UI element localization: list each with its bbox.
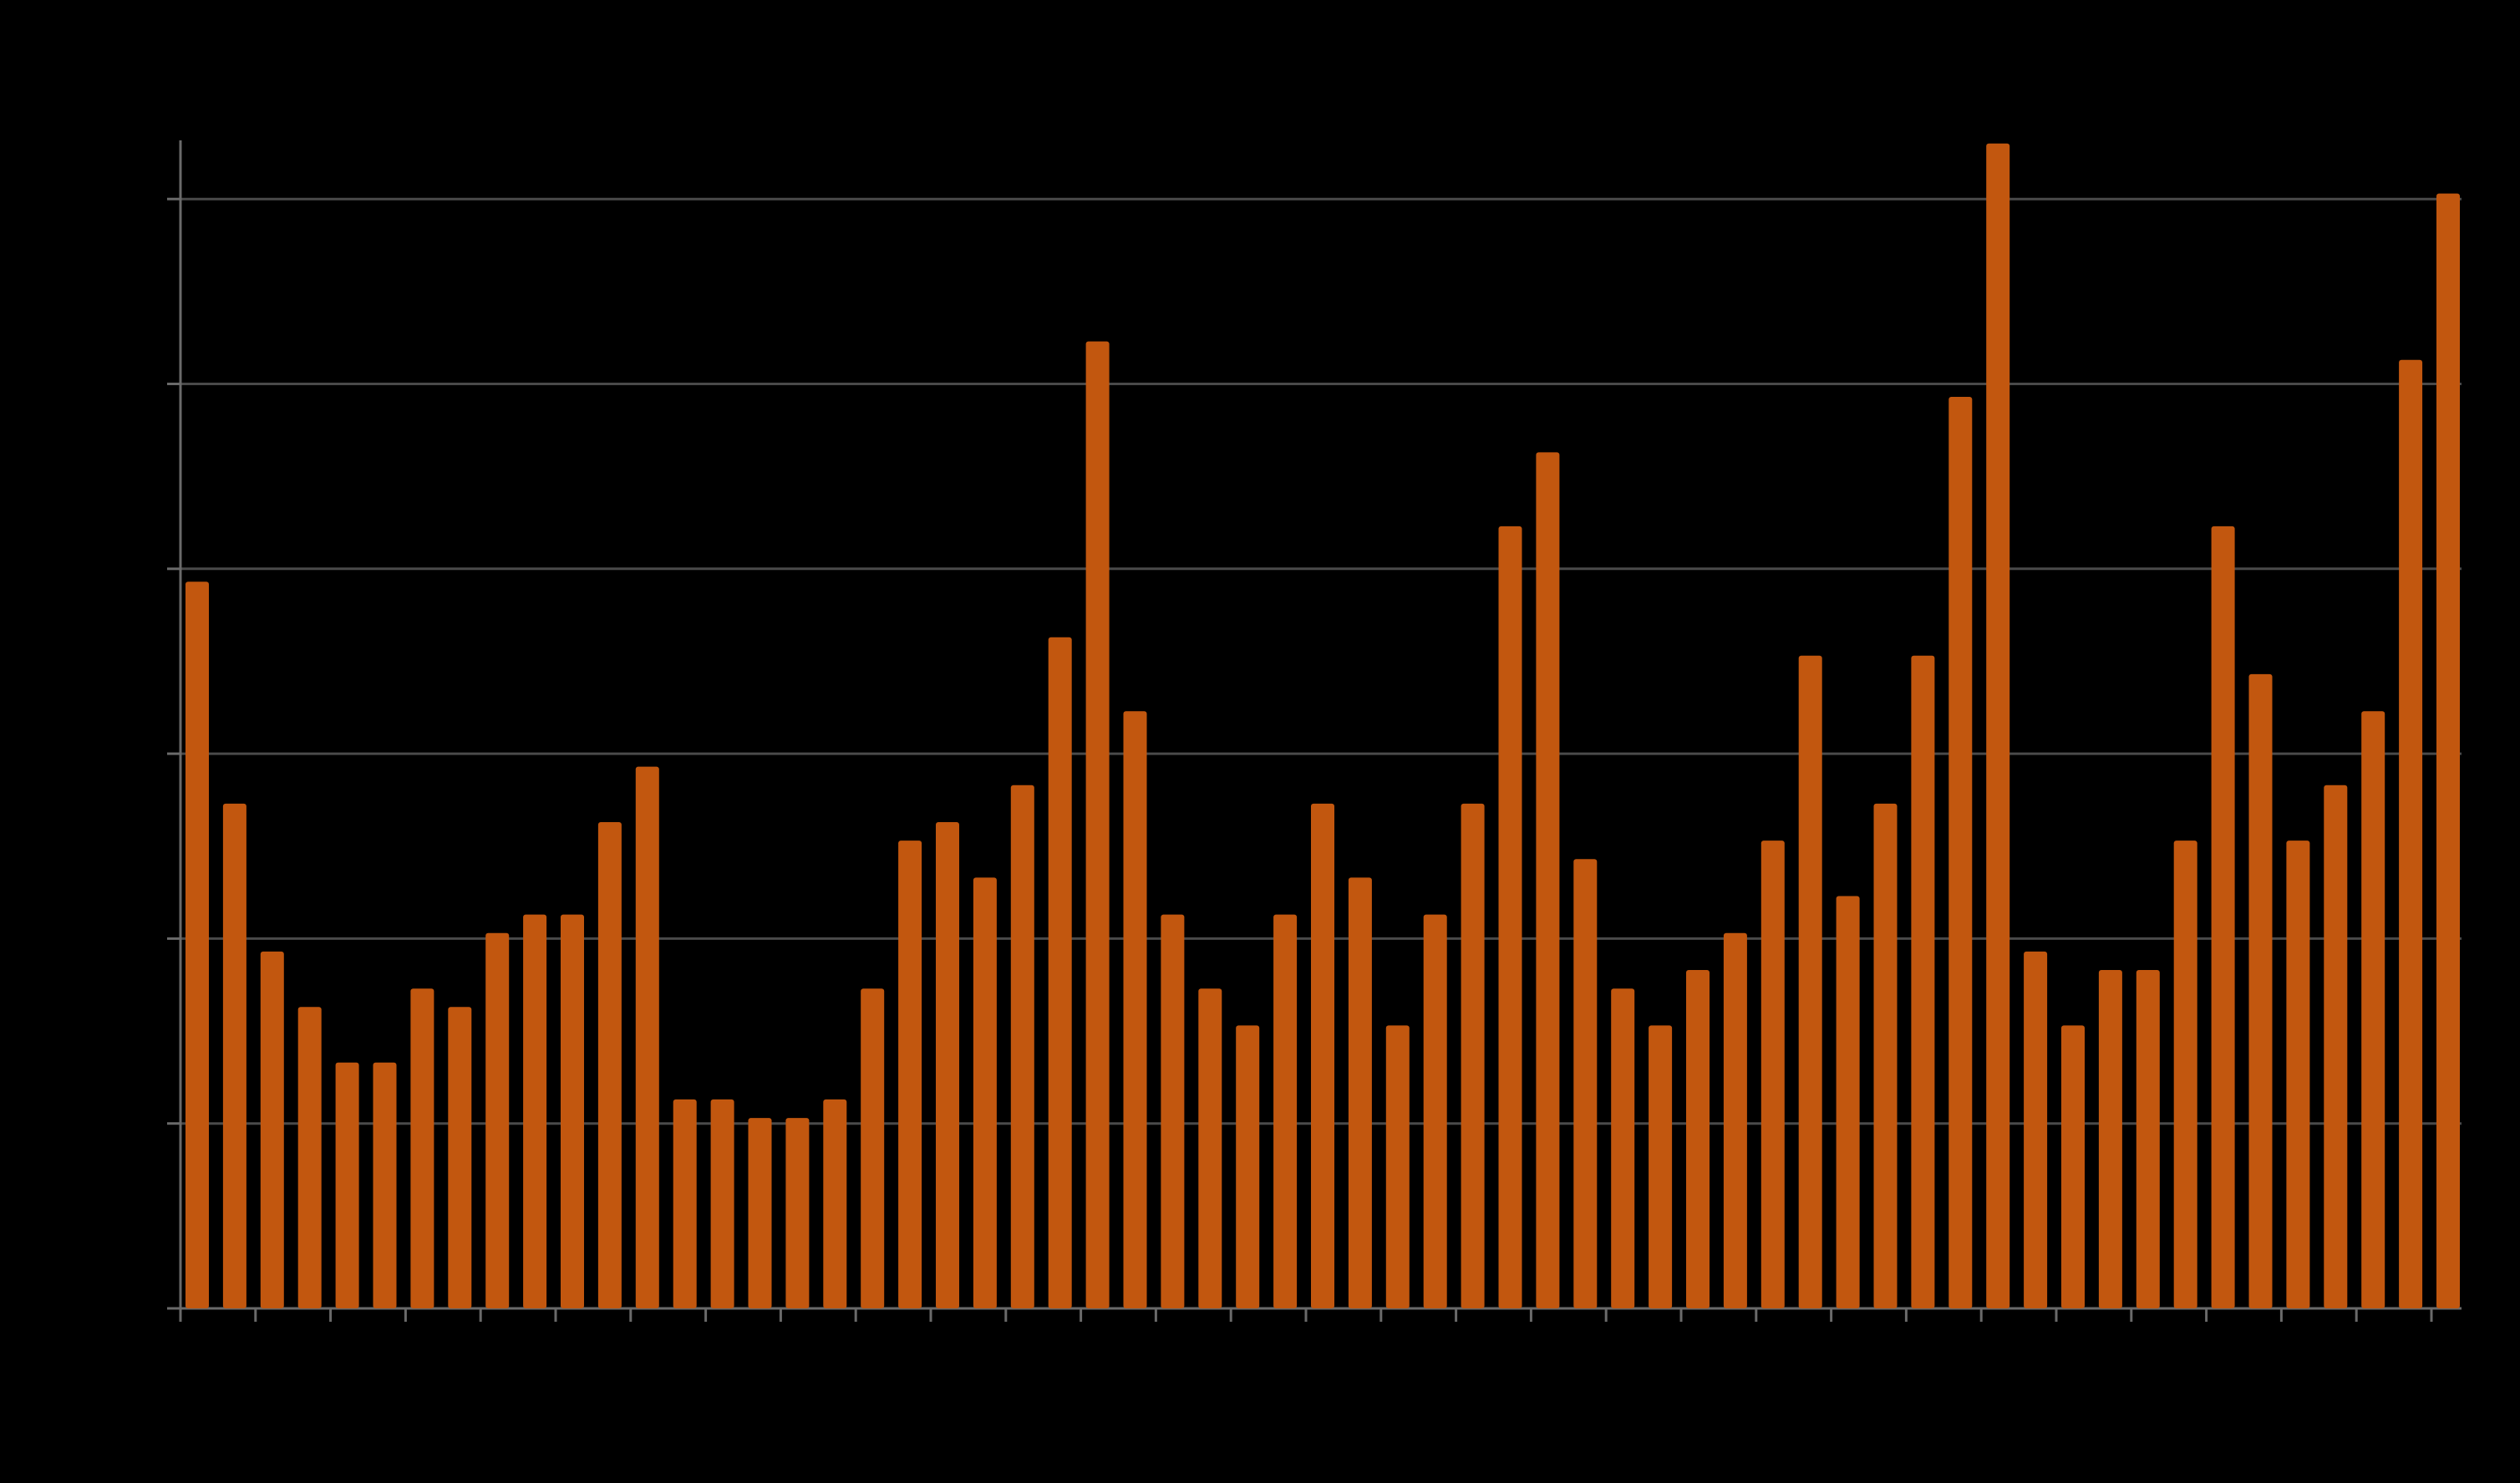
bar [936,822,959,1308]
bar [1836,896,1860,1308]
bar [185,582,209,1308]
bar [373,1062,397,1308]
bar [1723,932,1747,1308]
bar [823,1099,847,1308]
bar [1385,1025,1410,1308]
bar [635,766,659,1308]
bar [861,988,885,1308]
bar [1873,803,1898,1308]
bar [1536,452,1560,1308]
bar [1611,988,1635,1308]
bar [448,1007,472,1308]
bar [1236,1025,1260,1308]
bar [1161,914,1185,1308]
bar [2286,841,2310,1308]
bar [1311,803,1334,1308]
bar [2436,193,2460,1309]
bar [297,1007,322,1308]
bar [1686,970,1710,1308]
bar [1798,655,1822,1308]
bar [973,877,997,1308]
bar [1123,711,1147,1308]
bar [2361,711,2385,1308]
bar [2136,970,2160,1308]
bar [748,1118,772,1308]
bar [485,932,510,1308]
bar [1911,655,1935,1308]
bar [1461,803,1485,1308]
bar [2024,951,2048,1308]
bar [1010,785,1034,1308]
bar [710,1099,734,1308]
bar [1198,988,1222,1308]
bar [260,951,284,1308]
bar [2061,1025,2085,1308]
bar [222,803,246,1308]
bar [523,914,547,1308]
bar [898,841,922,1308]
bar [2173,841,2197,1308]
bar [2399,359,2423,1309]
bar [673,1099,697,1308]
bar [1573,859,1598,1308]
bar [1423,914,1447,1308]
bar [1498,526,1522,1308]
bar [597,822,622,1308]
bar [561,914,584,1308]
bar [1273,914,1298,1308]
bar [1649,1025,1673,1308]
bar [1048,637,1072,1308]
bar [335,1062,359,1308]
bar [1760,841,1785,1308]
bar [2098,970,2122,1308]
bars [185,143,2460,1309]
bar [2248,673,2273,1308]
bar [1085,341,1110,1309]
bar [1986,143,2010,1308]
bar [1948,397,1973,1308]
bar [785,1118,810,1308]
bar [2211,526,2235,1308]
bar [2324,785,2348,1308]
bar [1348,877,1372,1308]
bar [410,988,434,1308]
